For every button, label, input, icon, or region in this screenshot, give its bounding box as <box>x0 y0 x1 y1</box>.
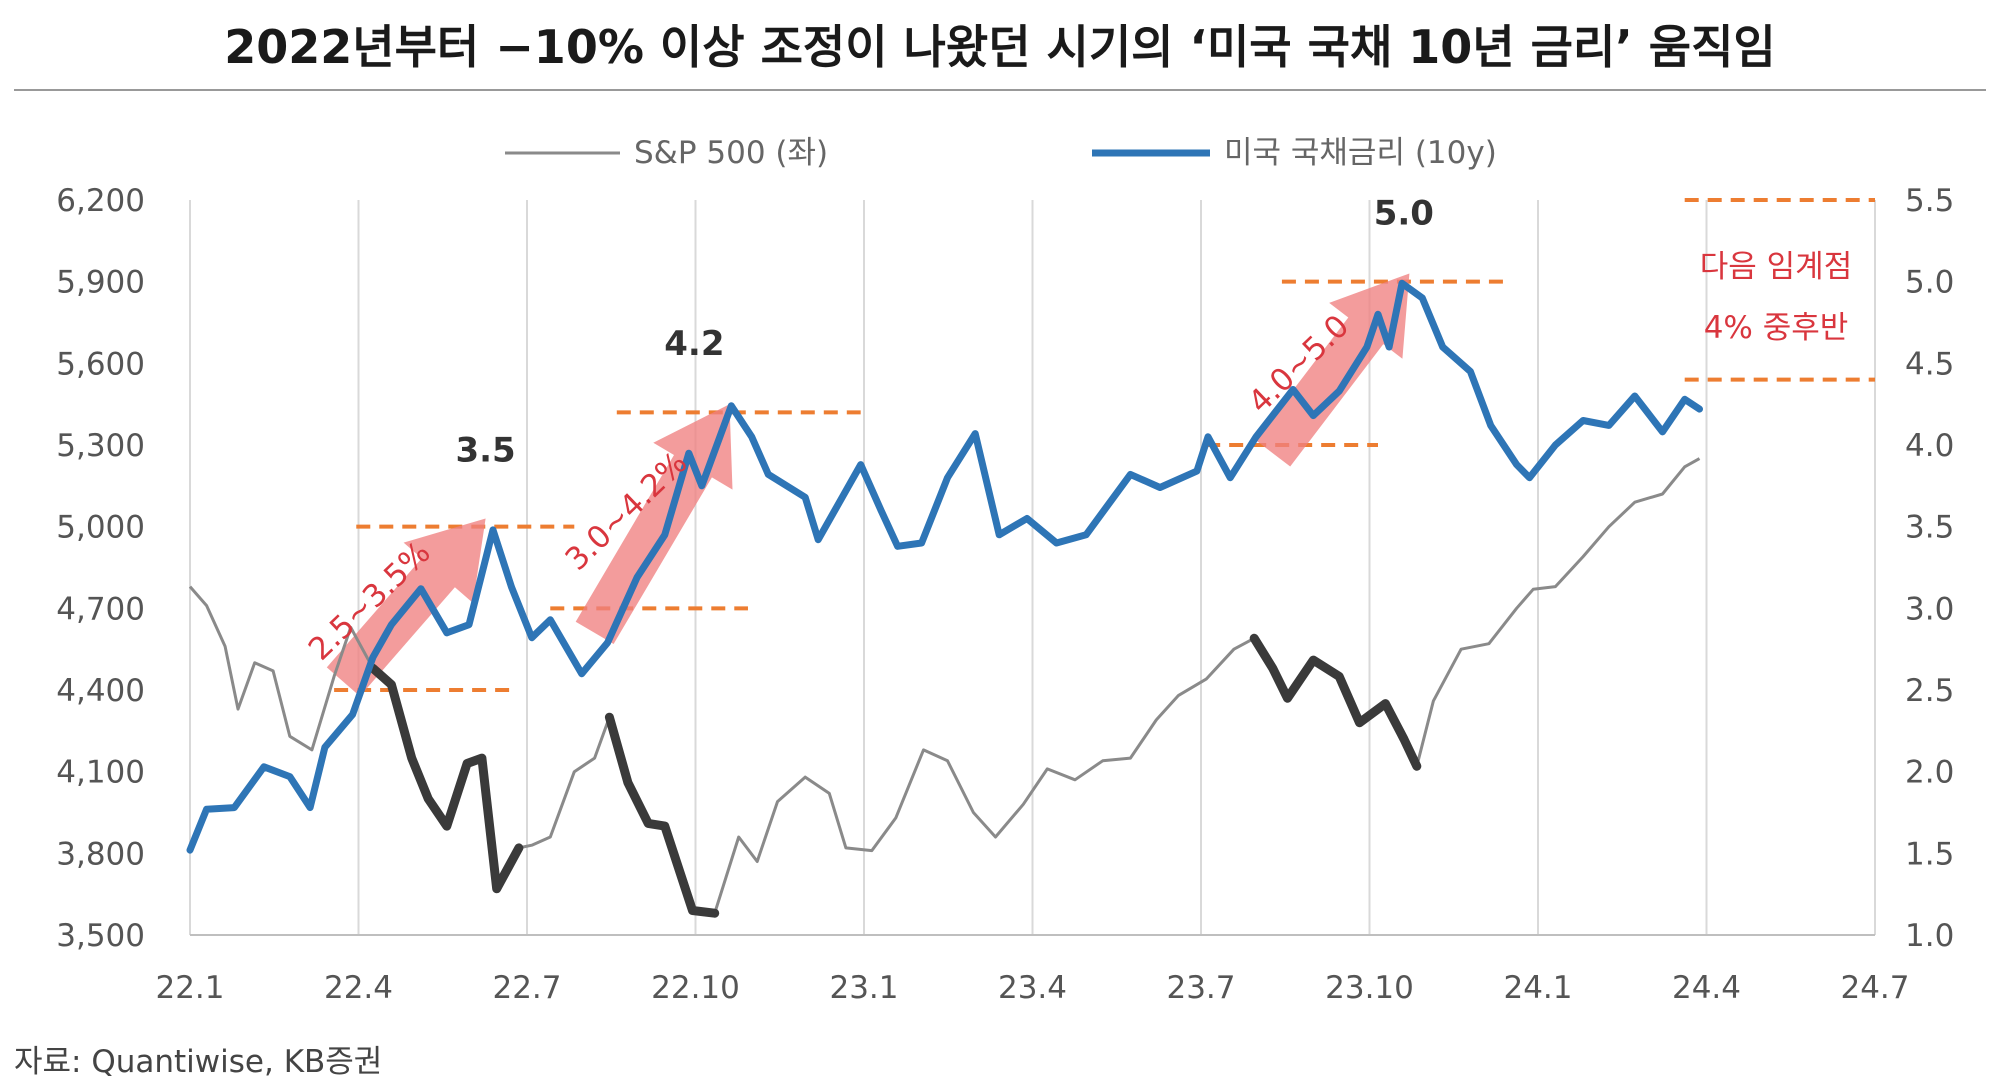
y-right-tick-label: 4.5 <box>1905 346 1954 382</box>
series-line-spx-correction <box>604 712 720 918</box>
series-line-spx <box>188 457 1701 915</box>
x-tick-label: 23.1 <box>829 970 898 1006</box>
x-tick-label: 22.7 <box>492 970 561 1006</box>
reference-lines <box>334 198 1875 692</box>
series-lines <box>186 279 1703 918</box>
y-left-tick-label: 3,800 <box>56 836 145 872</box>
peak-label: 3.5 <box>455 430 515 470</box>
y-axis-right: 1.0 1.5 2.0 2.5 3.0 3.5 4.0 4.5 5.0 5.5 <box>1905 183 1954 954</box>
note-line-1: 다음 임계점 <box>1700 249 1852 285</box>
y-axis-left: 3,500 3,800 4,100 4,400 4,700 5,000 5,300 5,600… <box>56 183 145 954</box>
y-right-tick-label: 5.5 <box>1905 183 1954 219</box>
y-left-tick-label: 5,900 <box>56 265 145 301</box>
note-line-2: 4% 중후반 <box>1704 310 1849 346</box>
y-left-tick-label: 4,700 <box>56 591 145 627</box>
legend-label-spx: S&P 500 (좌) <box>634 135 828 171</box>
series-line-spx-correction <box>368 663 524 894</box>
x-tick-label: 24.1 <box>1503 970 1572 1006</box>
x-tick-label: 23.10 <box>1325 970 1414 1006</box>
legend: S&P 500 (좌) 미국 국채금리 (10y) <box>505 135 1497 171</box>
series-line-spx-correction <box>1249 633 1422 771</box>
y-left-tick-label: 5,000 <box>56 510 145 546</box>
y-right-tick-label: 1.0 <box>1905 918 1954 954</box>
y-right-tick-label: 5.0 <box>1905 265 1954 301</box>
source-note: 자료: Quantiwise, KB증권 <box>14 1044 382 1080</box>
chart-title: 2022년부터 −10% 이상 조정이 나왔던 시기의 ‘미국 국채 10년 금… <box>224 20 1775 74</box>
peak-label: 5.0 <box>1374 194 1434 234</box>
peak-label: 4.2 <box>664 324 724 364</box>
y-left-tick-label: 3,500 <box>56 918 145 954</box>
x-tick-label: 23.4 <box>998 970 1067 1006</box>
x-tick-label: 22.1 <box>155 970 224 1006</box>
y-left-tick-label: 4,100 <box>56 755 145 791</box>
x-tick-label: 24.4 <box>1672 970 1741 1006</box>
series-line-yield <box>186 279 1703 854</box>
x-tick-label: 22.10 <box>651 970 740 1006</box>
x-axis: 22.1 22.4 22.7 22.10 23.1 23.4 23.7 23.10 24.1 24… <box>155 970 1909 1006</box>
y-right-tick-label: 4.0 <box>1905 428 1954 464</box>
trend-arrow <box>1255 273 1410 467</box>
x-tick-label: 24.7 <box>1840 970 1909 1006</box>
y-left-tick-label: 5,600 <box>56 346 145 382</box>
y-left-tick-label: 6,200 <box>56 183 145 219</box>
x-tick-label: 23.7 <box>1166 970 1235 1006</box>
y-right-tick-label: 3.0 <box>1905 591 1954 627</box>
x-tick-label: 22.4 <box>324 970 393 1006</box>
y-right-tick-label: 1.5 <box>1905 836 1954 872</box>
y-left-tick-label: 4,400 <box>56 673 145 709</box>
y-right-tick-label: 3.5 <box>1905 510 1954 546</box>
y-right-tick-label: 2.0 <box>1905 755 1954 791</box>
y-right-tick-label: 2.5 <box>1905 673 1954 709</box>
legend-label-yield: 미국 국채금리 (10y) <box>1224 135 1497 171</box>
y-left-tick-label: 5,300 <box>56 428 145 464</box>
